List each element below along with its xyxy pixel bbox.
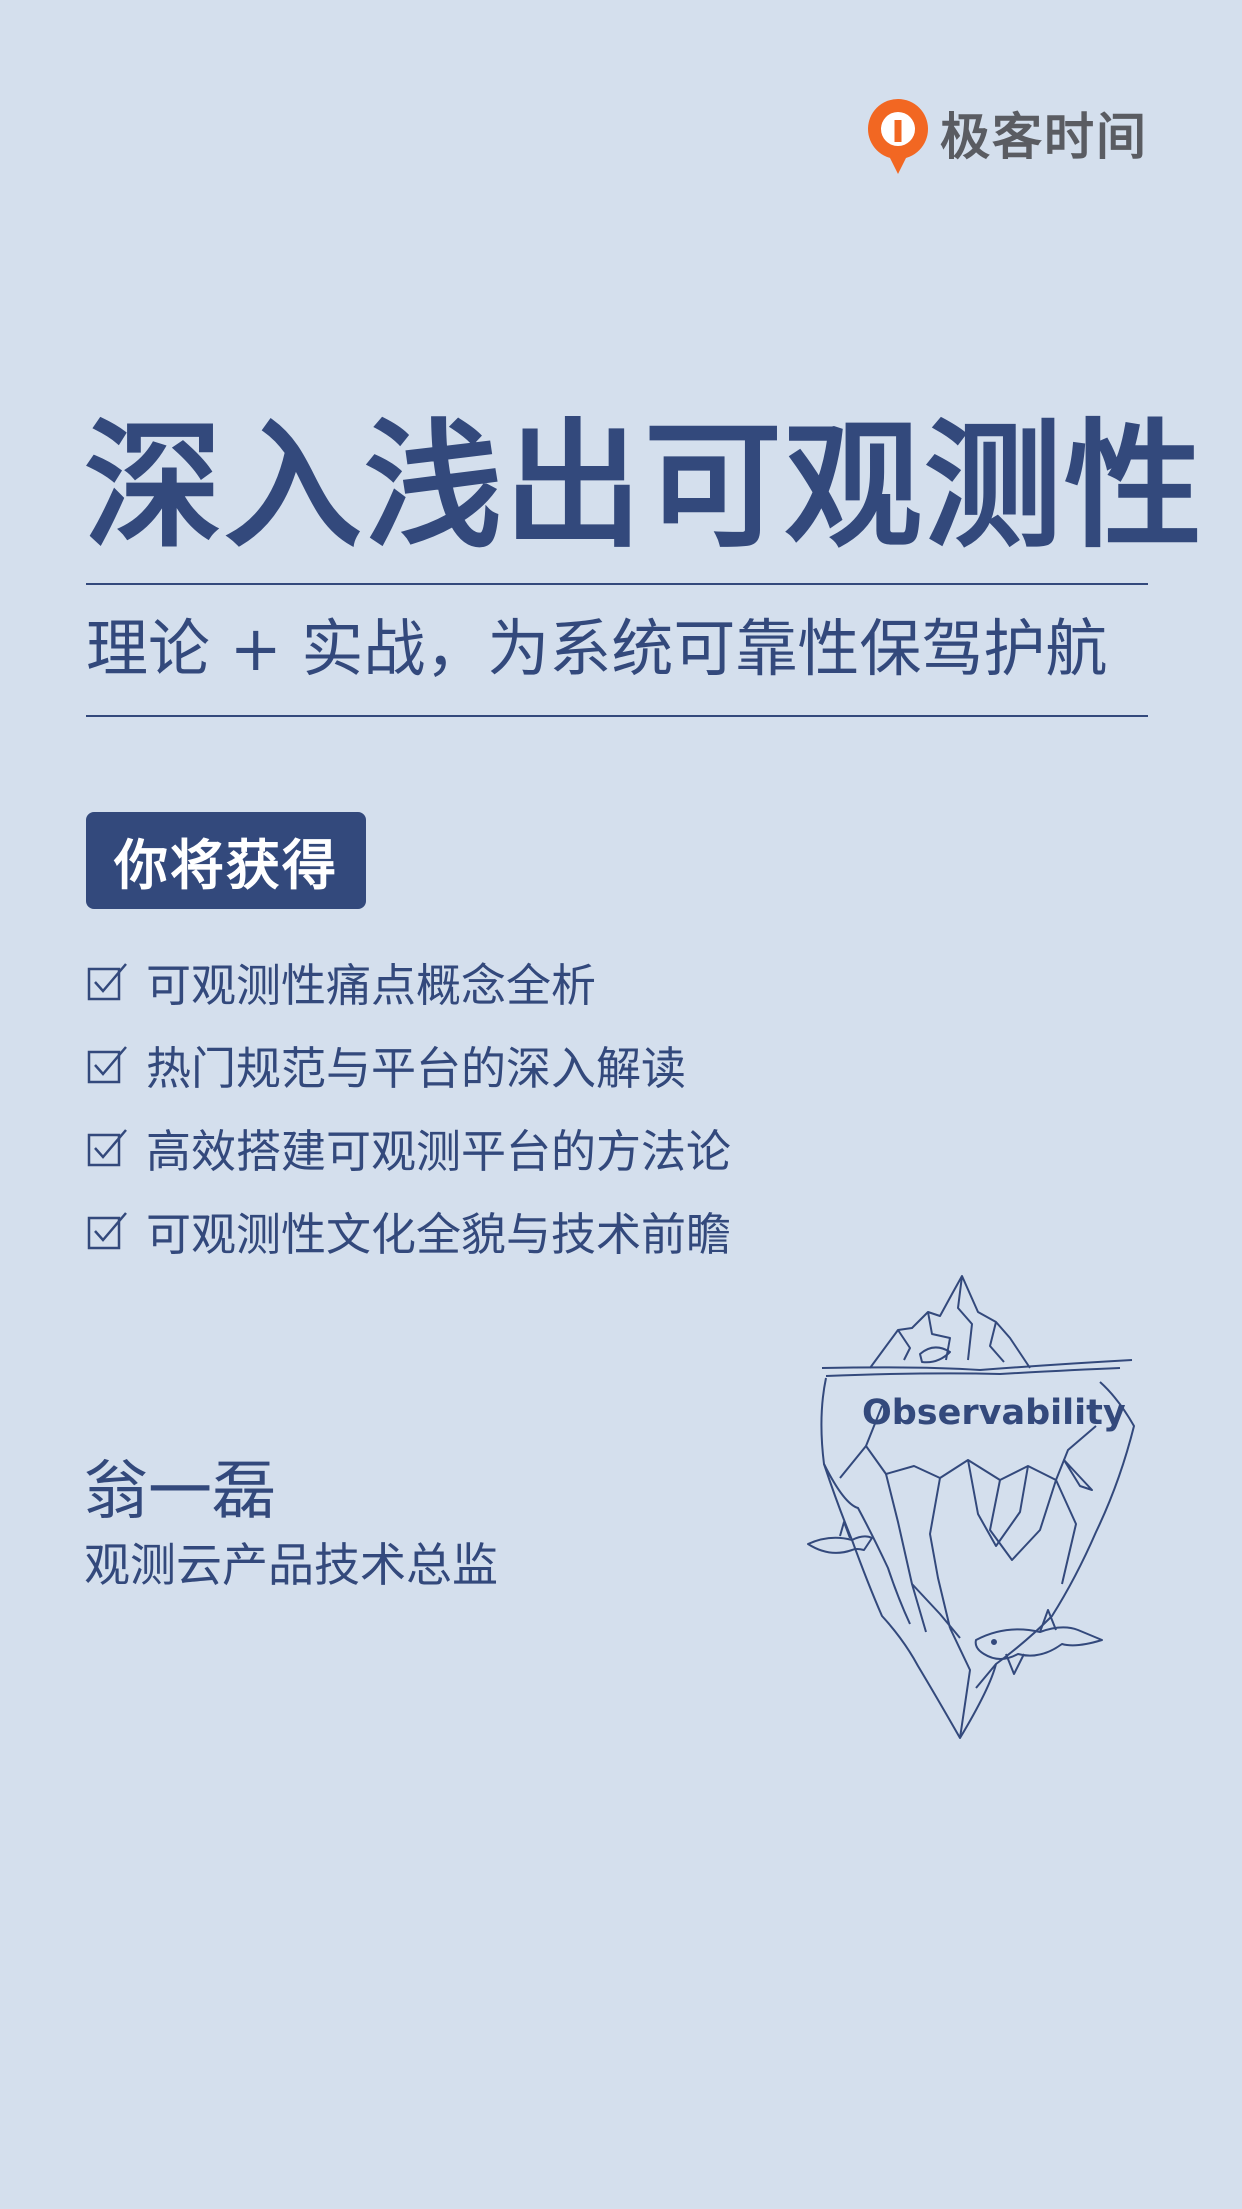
geektime-logo-icon	[868, 99, 928, 174]
iceberg-label: Observability	[862, 1393, 1126, 1433]
benefit-text: 可观测性文化全貌与技术前瞻	[146, 1208, 732, 1261]
author-title: 观测云产品技术总监	[84, 1538, 498, 1592]
author-name: 翁一磊	[84, 1455, 276, 1529]
title-divider-bottom	[86, 715, 1148, 717]
course-subtitle: 理论 + 实战，为系统可靠性保驾护航	[86, 612, 1108, 685]
benefit-item: 可观测性文化全貌与技术前瞻	[86, 1189, 731, 1272]
iceberg-icon	[807, 1275, 1135, 1739]
benefits-heading-badge: 你将获得	[86, 812, 366, 909]
benefit-item: 高效搭建可观测平台的方法论	[86, 1106, 731, 1189]
benefit-item: 热门规范与平台的深入解读	[86, 1023, 731, 1106]
brand-name: 极客时间	[940, 108, 1148, 166]
title-divider-top	[86, 583, 1148, 585]
brand-logo: 极客时间	[866, 98, 1148, 176]
benefit-text: 可观测性痛点概念全析	[146, 959, 597, 1012]
benefit-item: 可观测性痛点概念全析	[86, 940, 731, 1023]
checkbox-checked-icon	[87, 962, 127, 1000]
checkbox-checked-icon	[87, 1128, 127, 1166]
benefit-text: 高效搭建可观测平台的方法论	[146, 1125, 732, 1178]
benefits-list: 可观测性痛点概念全析 热门规范与平台的深入解读 高效搭建可观测平台的方法论 可观…	[86, 940, 731, 1272]
benefit-text: 热门规范与平台的深入解读	[146, 1042, 687, 1095]
course-title: 深入浅出可观测性	[84, 406, 1205, 567]
checkbox-checked-icon	[87, 1045, 127, 1083]
checkbox-checked-icon	[87, 1211, 127, 1249]
